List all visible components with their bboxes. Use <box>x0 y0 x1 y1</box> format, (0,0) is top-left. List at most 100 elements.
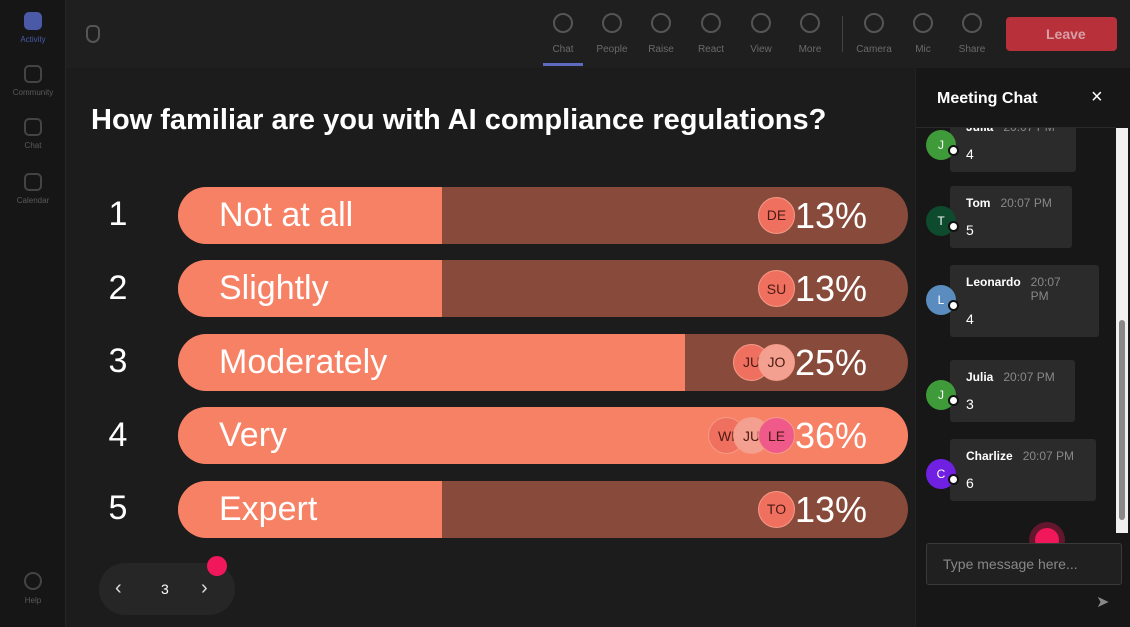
message-text: 4 <box>966 311 974 327</box>
option-fill <box>178 480 442 538</box>
option-fill <box>178 333 685 391</box>
toolbar-icon <box>553 13 573 33</box>
message-text: 4 <box>966 146 974 162</box>
message-time: 20:07 PM <box>1000 196 1052 210</box>
leave-button[interactable]: Leave <box>1006 17 1117 51</box>
voter-avatar: SU <box>758 270 795 307</box>
toolbar-icon <box>864 13 884 33</box>
voter-avatar: LE <box>758 417 795 454</box>
option-bar[interactable]: Moderately 25% JU JO <box>178 333 908 391</box>
sidebar: Activity Community Chat Calendar Help <box>0 0 66 627</box>
sender-name: Leonardo <box>966 275 1021 289</box>
toolbar-icon <box>602 13 622 33</box>
sender-name: Julia <box>966 370 994 384</box>
option-label: Moderately <box>219 342 388 381</box>
option-number: 5 <box>108 489 128 527</box>
toolbar-divider <box>842 16 843 52</box>
toolbar-item[interactable]: React <box>697 44 725 55</box>
toolbar-item[interactable]: Camera <box>856 44 892 55</box>
toolbar-item[interactable]: More <box>798 44 822 55</box>
option-number: 2 <box>108 268 128 307</box>
toolbar: Chat People Raise React View More Camera Mic Sha… <box>66 0 1130 68</box>
next-button[interactable]: › <box>201 577 208 599</box>
option-fill <box>178 260 442 317</box>
toolbar-icon <box>800 13 820 33</box>
option-label: Slightly <box>219 269 329 307</box>
chat-message: Julia 20:07 PM 4 <box>950 128 1076 172</box>
sidebar-icon <box>24 65 42 83</box>
message-time: 20:07 PM <box>1022 449 1075 463</box>
poll-question: How familiar are you with AI compliance … <box>91 104 827 136</box>
option-percent: 36% <box>794 415 867 456</box>
toolbar-icon <box>701 13 721 33</box>
toolbar-item[interactable]: Share <box>958 44 986 55</box>
option-label: Expert <box>219 489 318 528</box>
prev-button[interactable]: ‹ <box>115 577 122 599</box>
option-label: Not at all <box>219 195 354 234</box>
status-dot <box>948 300 959 311</box>
voter-avatar: DE <box>758 196 795 234</box>
sender-name: Charlize <box>966 449 1013 463</box>
message-time: 20:07 PM <box>1003 128 1054 134</box>
notification-dot <box>207 556 227 576</box>
sidebar-item[interactable]: Chat <box>24 141 42 150</box>
scroll-thumb <box>1119 320 1125 520</box>
option-bar[interactable]: Very 36% WI JU LE <box>178 407 908 464</box>
option-bar[interactable]: Expert 13% TO <box>178 480 908 538</box>
toolbar-item[interactable]: Raise <box>648 44 674 55</box>
sidebar-item[interactable]: Calendar <box>16 196 50 205</box>
toolbar-item[interactable]: People <box>596 44 628 55</box>
option-number: 4 <box>108 415 128 454</box>
message-input[interactable]: Type message here... <box>926 543 1122 585</box>
sidebar-item[interactable]: Community <box>12 88 54 97</box>
help-item[interactable]: Help <box>24 596 42 605</box>
option-number: 1 <box>108 195 128 233</box>
voter-avatar: TO <box>758 490 795 528</box>
message-time: 20:07 PM <box>1030 275 1061 303</box>
scrollbar <box>1116 128 1128 533</box>
status-dot <box>948 145 959 156</box>
option-percent: 25% <box>794 341 867 383</box>
page-number: 3 <box>161 581 169 597</box>
option-percent: 13% <box>794 194 867 236</box>
message-time: 20:07 PM <box>1003 370 1055 384</box>
chat-title: Meeting Chat <box>937 90 1038 107</box>
close-button[interactable]: × <box>1091 86 1103 108</box>
toolbar-item[interactable]: Mic <box>915 44 931 55</box>
toolbar-icon <box>913 13 933 33</box>
sidebar-item[interactable]: Activity <box>20 35 46 44</box>
active-indicator <box>543 63 583 66</box>
sidebar-icon <box>24 173 42 191</box>
option-percent: 13% <box>794 488 867 530</box>
option-number: 3 <box>108 342 128 380</box>
send-button[interactable]: ➤ <box>1096 594 1110 611</box>
toolbar-item[interactable]: Chat <box>552 44 574 55</box>
sender-name: Julia <box>966 128 993 134</box>
option-bar[interactable]: Not at all 13% DE <box>178 186 908 244</box>
sender-name: Tom <box>966 196 991 210</box>
status-dot <box>948 395 959 406</box>
status-dot <box>948 474 959 485</box>
toolbar-icon <box>962 13 982 33</box>
help-icon <box>24 572 42 590</box>
option-bar[interactable]: Slightly 13% SU <box>178 260 908 317</box>
message-text: 5 <box>966 222 974 238</box>
chat-message: Julia 20:07 PM 3 <box>950 360 1075 422</box>
option-fill <box>178 186 442 244</box>
poll: 1 Not at all 13% DE 2 Slightly 13% SU 3 Moderatel… <box>108 186 908 538</box>
toolbar-item[interactable]: View <box>750 44 772 55</box>
toolbar-icon <box>651 13 671 33</box>
voter-avatar: JO <box>758 343 795 381</box>
toolbar-icon <box>751 13 771 33</box>
chat-message: Leonardo 20:07 PM 4 <box>950 265 1099 337</box>
option-label: Very <box>219 416 288 454</box>
message-text: 6 <box>966 475 974 491</box>
sidebar-icon <box>24 12 42 30</box>
sidebar-icon <box>24 118 42 136</box>
message-text: 3 <box>966 396 974 412</box>
status-dot <box>948 221 959 232</box>
chat-message: Charlize 20:07 PM 6 <box>950 439 1096 501</box>
shield-icon <box>86 25 100 43</box>
